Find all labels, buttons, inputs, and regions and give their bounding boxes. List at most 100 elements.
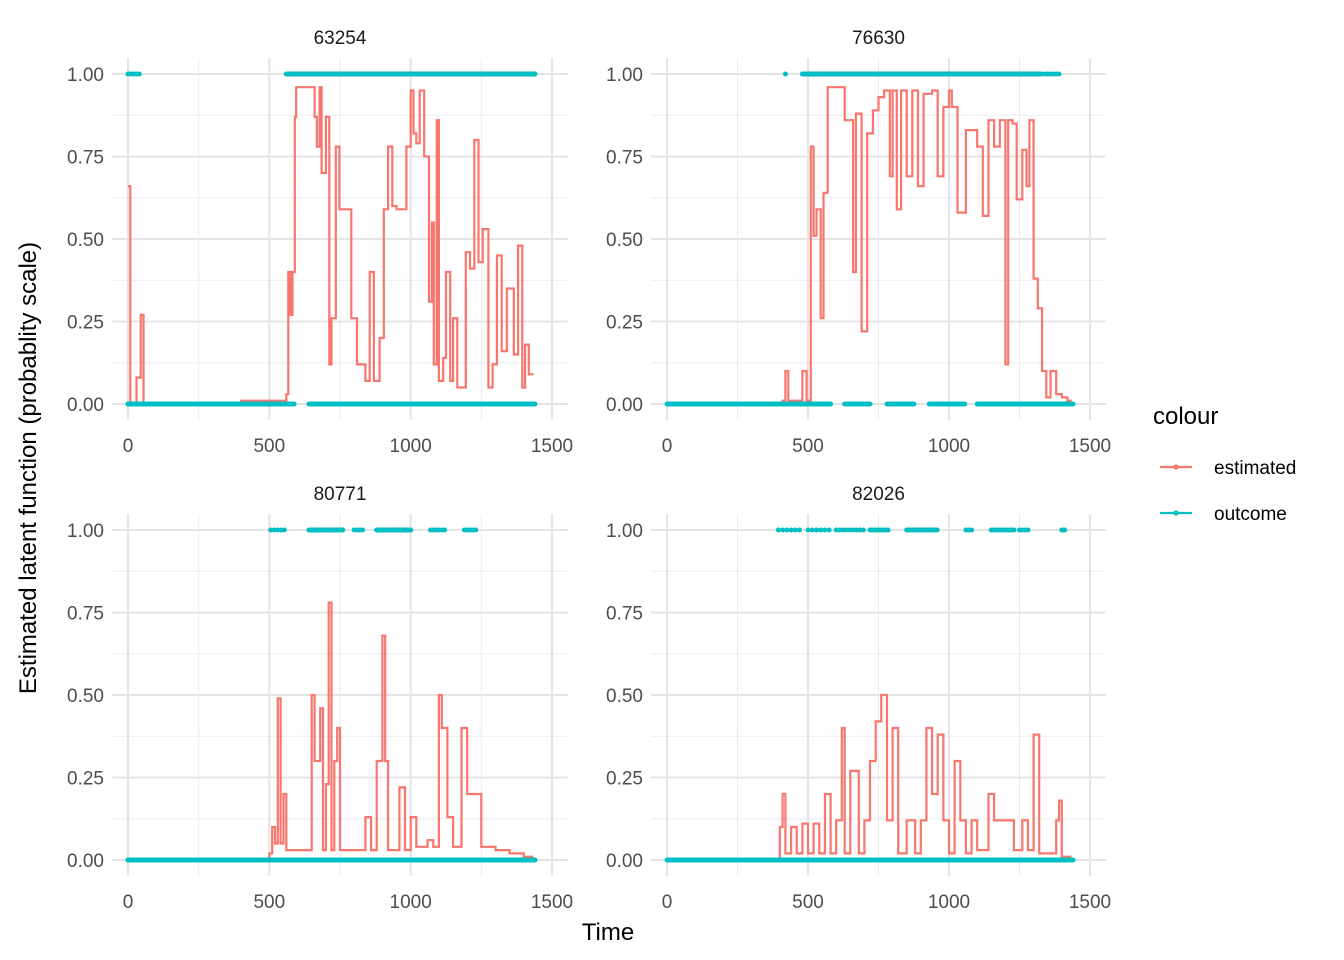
y-tick-label: 0.75: [67, 148, 104, 169]
x-tick-label: 1000: [928, 892, 970, 913]
x-tick-label: 1000: [390, 892, 432, 913]
outcome-point: [826, 527, 832, 533]
legend-title: colour: [1153, 403, 1218, 430]
y-tick-label: 0.00: [67, 851, 104, 872]
y-tick-label: 0.25: [67, 769, 104, 790]
panel-63254: 63254 0 500 1000 1500 0.00 0.25 0.50 0.75 1.00: [67, 28, 573, 457]
y-tick-label: 0.25: [67, 313, 104, 334]
x-tick-label: 500: [253, 436, 285, 457]
outcome-point: [291, 401, 297, 407]
x-tick-label: 500: [792, 436, 824, 457]
x-tick-label: 0: [662, 892, 673, 913]
x-tick-label: 1000: [928, 436, 970, 457]
series-points-outcome: [125, 527, 538, 863]
series-line-estimated: [128, 86, 534, 406]
outcome-point: [136, 71, 142, 77]
panel-title: 82026: [852, 484, 905, 505]
y-tick-label: 0.75: [606, 148, 643, 169]
y-tick-label: 0.75: [67, 604, 104, 625]
outcome-point: [442, 527, 448, 533]
outcome-point: [281, 527, 287, 533]
outcome-point: [818, 527, 824, 533]
legend-item-estimated: estimated: [1160, 458, 1296, 479]
outcome-point: [1025, 527, 1031, 533]
y-tick-label: 0.25: [606, 313, 643, 334]
outcome-point: [788, 527, 794, 533]
y-tick-label: 0.50: [606, 686, 643, 707]
panel-80771: 80771 0 500 1000 1500 0.00 0.25 0.50 0.75 1.00: [67, 484, 573, 913]
outcome-point: [532, 71, 538, 77]
outcome-point: [775, 527, 781, 533]
x-tick-label: 1500: [531, 436, 573, 457]
outcome-point: [782, 71, 788, 77]
y-tick-label: 0.00: [606, 851, 643, 872]
y-tick-label: 0.50: [67, 230, 104, 251]
y-tick-label: 0.75: [606, 604, 643, 625]
y-axis-title: Estimated latent function (probablity sc…: [15, 242, 42, 694]
panel-title: 76630: [852, 28, 905, 49]
series-points-outcome: [125, 71, 538, 407]
legend-label-estimated: estimated: [1214, 458, 1296, 479]
y-tick-label: 0.50: [606, 230, 643, 251]
outcome-point: [911, 401, 917, 407]
y-tick-label: 1.00: [67, 521, 104, 542]
series-line-estimated: [128, 601, 534, 862]
legend: colour estimated outcome: [1153, 403, 1296, 525]
x-tick-label: 500: [792, 892, 824, 913]
x-tick-label: 0: [123, 892, 134, 913]
outcome-point: [809, 527, 815, 533]
outcome-point: [805, 527, 811, 533]
outcome-point: [408, 527, 414, 533]
outcome-point: [860, 527, 866, 533]
legend-label-outcome: outcome: [1214, 504, 1287, 525]
panels-layer: 63254 0 500 1000 1500 0.00 0.25 0.50 0.75 1.00 766…: [67, 28, 1111, 913]
outcome-point: [792, 527, 798, 533]
outcome-point: [822, 527, 828, 533]
y-tick-label: 1.00: [606, 521, 643, 542]
outcome-point: [814, 527, 819, 533]
outcome-point: [1056, 71, 1062, 77]
x-tick-label: 500: [253, 892, 285, 913]
y-tick-label: 0.00: [606, 395, 643, 416]
outcome-point: [1011, 527, 1017, 533]
x-tick-label: 1000: [390, 436, 432, 457]
y-tick-label: 0.50: [67, 686, 104, 707]
outcome-point: [1070, 401, 1076, 407]
outcome-point: [784, 527, 790, 533]
outcome-point: [885, 527, 891, 533]
series-line-estimated: [667, 693, 1072, 862]
series-points-outcome: [664, 527, 1076, 863]
x-tick-label: 0: [662, 436, 673, 457]
outcome-point: [473, 527, 479, 533]
outcome-point: [532, 401, 538, 407]
series-points-outcome: [664, 71, 1076, 407]
outcome-point: [828, 401, 834, 407]
outcome-point: [797, 527, 802, 533]
legend-item-outcome: outcome: [1160, 504, 1287, 525]
outcome-point: [532, 857, 538, 863]
panel-82026: 82026 0 500 1000 1500 0.00 0.25 0.50 0.75 1.00: [606, 484, 1111, 913]
panel-76630: 76630 0 500 1000 1500 0.00 0.25 0.50 0.75 1.00: [606, 28, 1111, 457]
panel-title: 63254: [314, 28, 367, 49]
legend-key-point-outcome: [1173, 510, 1179, 516]
outcome-point: [962, 401, 968, 407]
x-tick-label: 1500: [1069, 892, 1111, 913]
outcome-point: [1062, 527, 1068, 533]
outcome-point: [867, 401, 873, 407]
outcome-point: [969, 527, 975, 533]
x-tick-label: 0: [123, 436, 134, 457]
outcome-point: [360, 527, 366, 533]
x-tick-label: 1500: [531, 892, 573, 913]
legend-key-point-estimated: [1173, 464, 1179, 470]
series-line-estimated: [667, 86, 1072, 406]
outcome-point: [780, 527, 786, 533]
x-axis-title: Time: [582, 919, 634, 946]
y-tick-label: 0.00: [67, 395, 104, 416]
panel-title: 80771: [314, 484, 367, 505]
outcome-point: [934, 527, 940, 533]
y-tick-label: 1.00: [67, 65, 104, 86]
outcome-point: [1070, 857, 1076, 863]
x-tick-label: 1500: [1069, 436, 1111, 457]
outcome-point: [340, 527, 346, 533]
